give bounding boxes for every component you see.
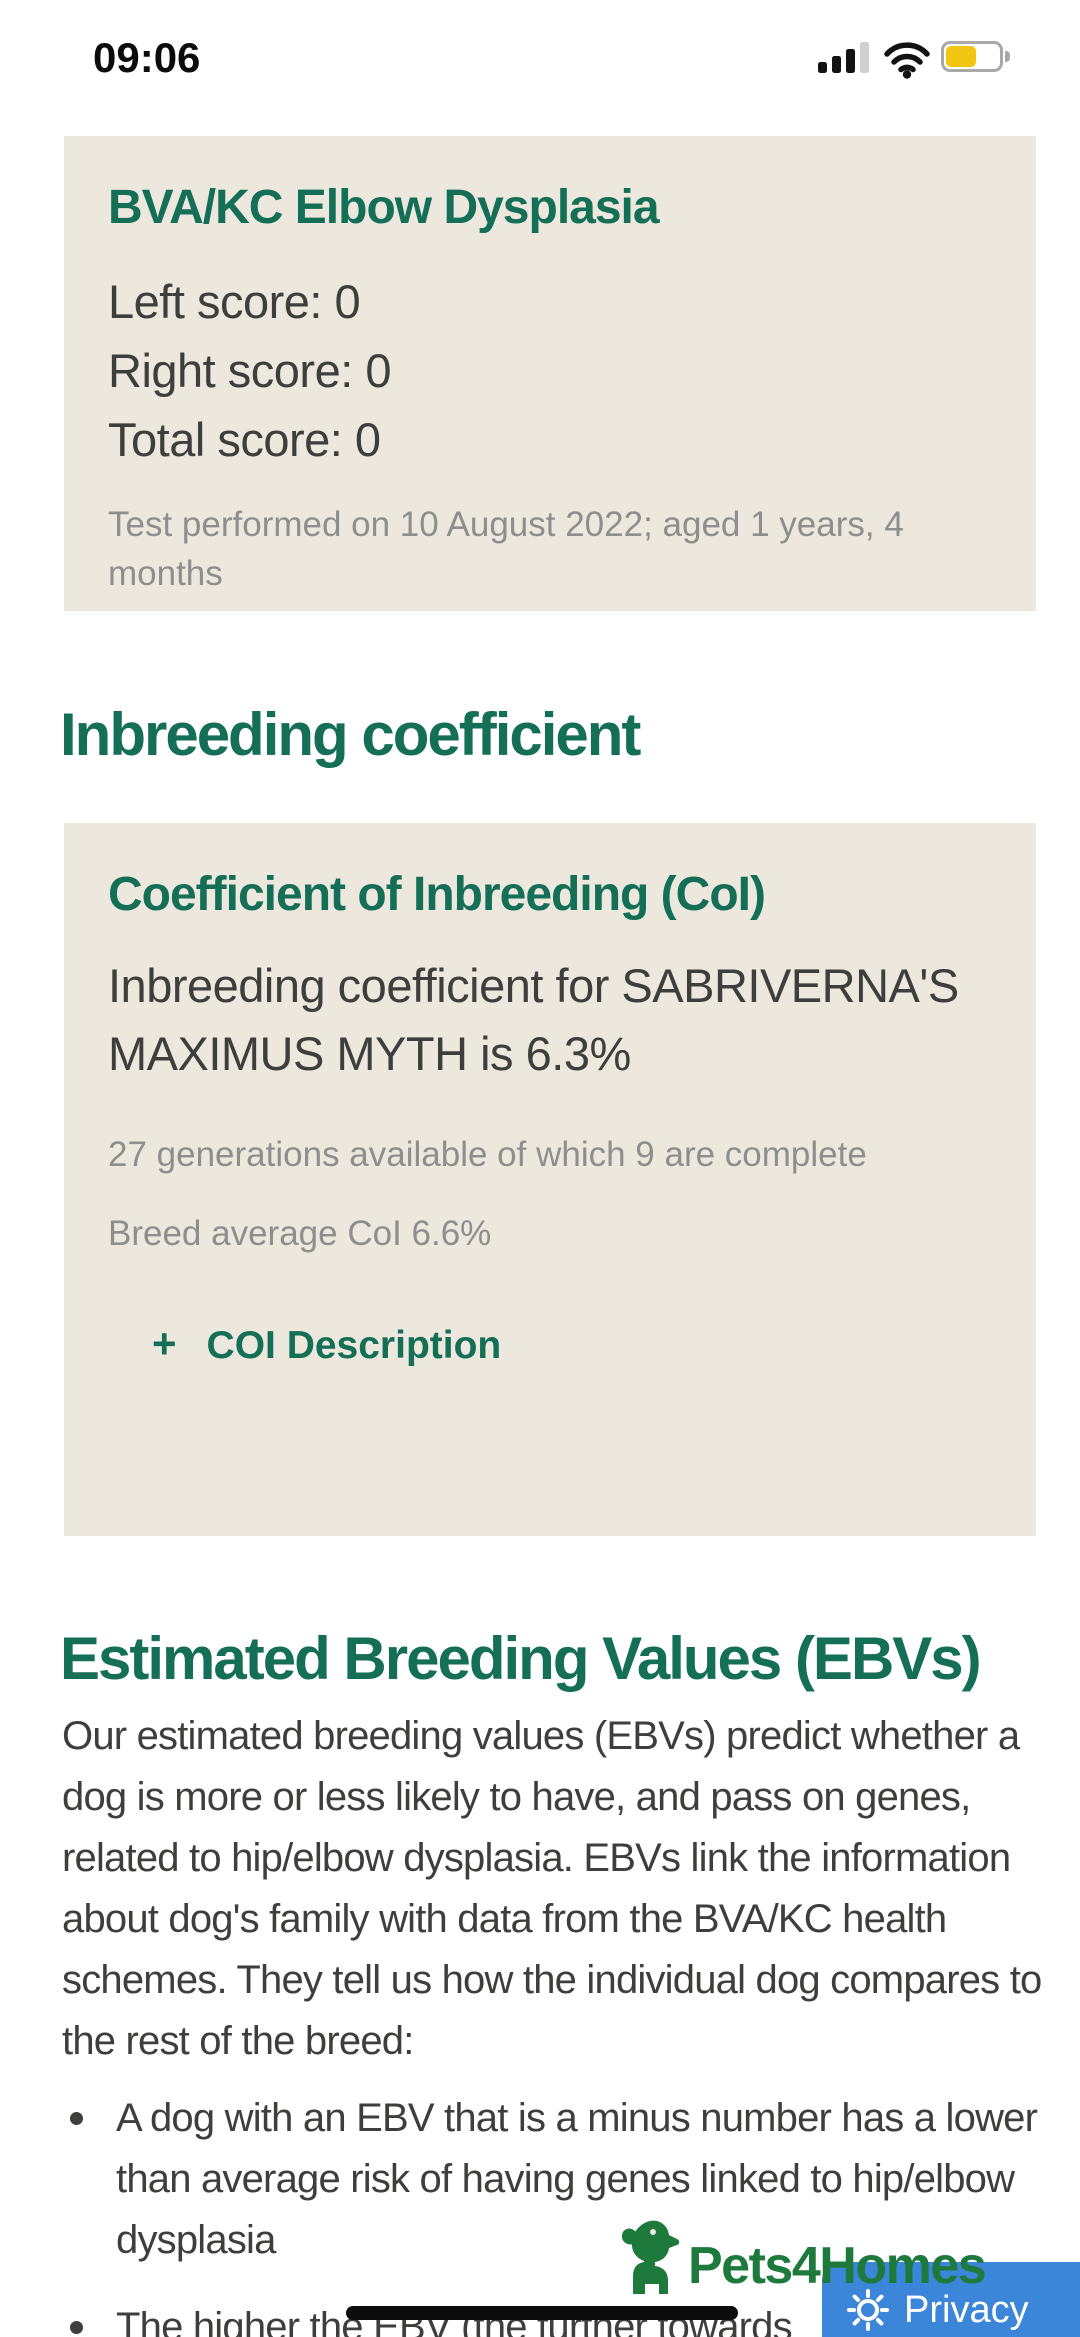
inbreeding-section-title: Inbreeding coefficient xyxy=(60,701,641,768)
list-item: A dog with an EBV that is a minus number… xyxy=(62,2088,1062,2271)
battery-icon xyxy=(941,41,1013,72)
elbow-scores: Left score: 0 Right score: 0 Total score… xyxy=(108,267,992,474)
left-score: Left score: 0 xyxy=(108,275,361,328)
elbow-card-title: BVA/KC Elbow Dysplasia xyxy=(108,181,660,234)
pets4homes-logo-text: Pets4Homes xyxy=(688,2237,987,2295)
gear-icon xyxy=(847,2289,889,2331)
total-score: Total score: 0 xyxy=(108,413,381,466)
elbow-test-note: Test performed on 10 August 2022; aged 1… xyxy=(108,505,904,593)
wifi-icon xyxy=(883,41,931,84)
cellular-signal-icon xyxy=(818,40,874,73)
coi-card: Coefficient of Inbreeding (CoI) Inbreedi… xyxy=(64,823,1036,1536)
right-score: Right score: 0 xyxy=(108,344,391,397)
ebv-section-title: Estimated Breeding Values (EBVs) xyxy=(60,1625,982,1692)
coi-generations-note: 27 generations available of which 9 are … xyxy=(108,1135,867,1174)
pets4homes-logo: Pets4Homes xyxy=(620,2218,987,2295)
privacy-button[interactable]: Privacy xyxy=(822,2262,1080,2337)
status-time: 09:06 xyxy=(93,34,201,81)
coi-breed-average-note: Breed average CoI 6.6% xyxy=(108,1214,492,1253)
pets4homes-dog-icon xyxy=(621,2220,680,2294)
plus-icon: + xyxy=(152,1320,177,1367)
home-indicator-bar[interactable] xyxy=(346,2306,738,2320)
elbow-dysplasia-card: BVA/KC Elbow Dysplasia Left score: 0 Rig… xyxy=(64,136,1036,611)
coi-description-toggle[interactable]: + COI Description xyxy=(152,1320,992,1368)
coi-value-text: Inbreeding coefficient for SABRIVERNA'S … xyxy=(108,959,959,1080)
coi-description-label: COI Description xyxy=(206,1324,502,1367)
coi-card-title: Coefficient of Inbreeding (CoI) xyxy=(108,868,766,921)
privacy-button-label: Privacy xyxy=(904,2288,1029,2331)
ebv-paragraph: Our estimated breeding values (EBVs) pre… xyxy=(62,1714,1042,2063)
